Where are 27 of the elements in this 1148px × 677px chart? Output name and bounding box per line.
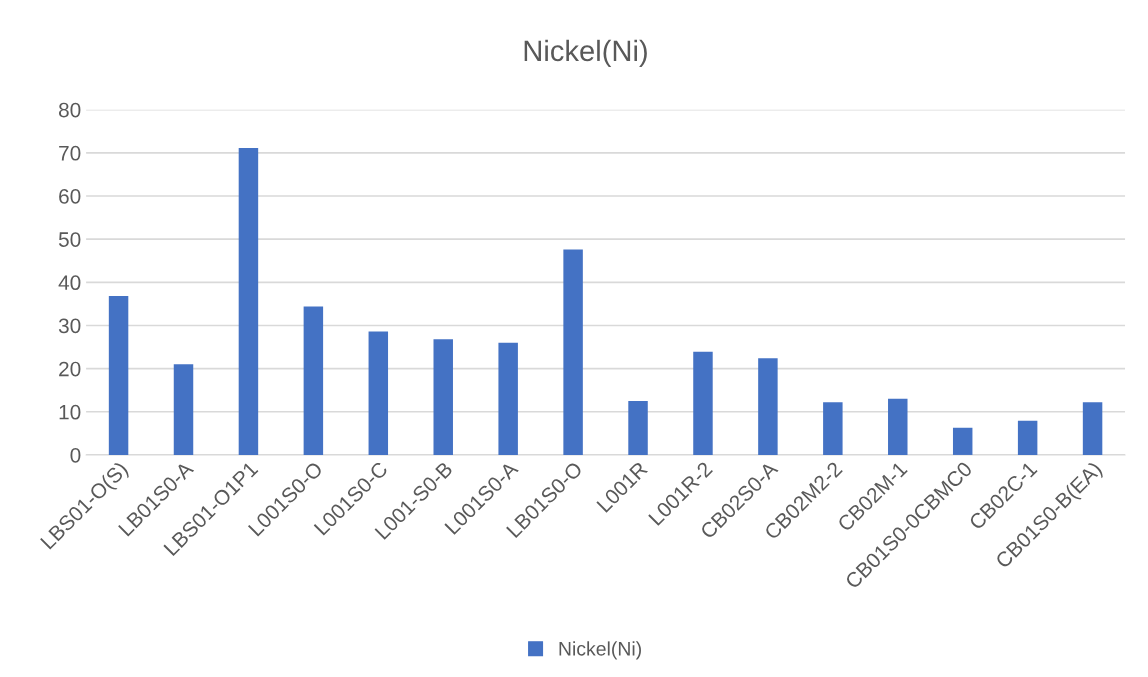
y-tick-label: 20 [59, 361, 81, 377]
y-tick-label: 0 [70, 447, 81, 463]
bar [952, 427, 973, 455]
bar [1082, 402, 1103, 455]
bar [498, 342, 518, 455]
y-tick-label: 80 [58, 102, 81, 118]
y-tick-label: 30 [58, 318, 81, 334]
y-tick-label: 10 [59, 404, 81, 420]
legend-label: Nickel(Ni) [559, 641, 641, 660]
bar [1017, 420, 1038, 455]
chart-title: Nickel(Ni) [524, 39, 647, 67]
y-tick-label: 40 [58, 275, 81, 291]
bar [888, 398, 908, 455]
y-tick-label: 50 [58, 232, 81, 247]
bar [693, 351, 713, 455]
bar [433, 339, 453, 455]
bar [368, 331, 389, 455]
bar [563, 249, 583, 455]
y-tick-label: 60 [59, 188, 81, 204]
bar [303, 306, 324, 455]
bar [758, 358, 778, 455]
bar [108, 296, 129, 455]
bar [823, 402, 843, 455]
bar [173, 364, 194, 455]
bar [238, 148, 259, 455]
bar [628, 401, 648, 455]
y-tick-label: 70 [59, 145, 81, 161]
